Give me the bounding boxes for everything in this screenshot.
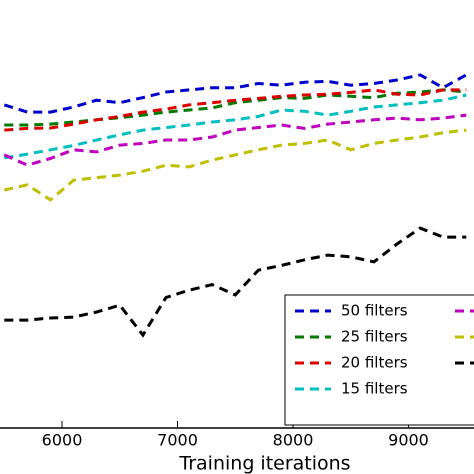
- series-line: [3, 73, 468, 114]
- series-line: [4, 226, 467, 338]
- legend-label: 25 filters: [341, 328, 408, 346]
- x-tick-label: 6000: [42, 431, 83, 450]
- series-line: [4, 88, 467, 132]
- legend-label: 50 filters: [341, 302, 408, 320]
- legend-label: 15 filters: [341, 380, 408, 398]
- x-tick-label: 7000: [157, 431, 198, 450]
- series-line: [3, 113, 467, 167]
- legend-label: 20 filters: [341, 354, 408, 372]
- x-tick-label: 9000: [388, 431, 429, 450]
- series-line: [4, 93, 467, 160]
- x-tick-label: 8000: [273, 431, 314, 450]
- series-line: [3, 128, 467, 202]
- x-axis-label: Training iterations: [178, 453, 350, 474]
- legend-box: [284, 294, 474, 426]
